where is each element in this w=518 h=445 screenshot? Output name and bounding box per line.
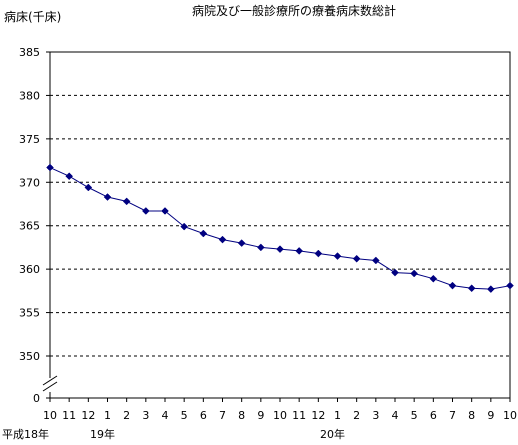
data-point bbox=[448, 281, 457, 290]
y-axis-label: 病床(千床) bbox=[4, 9, 61, 24]
data-point bbox=[410, 269, 419, 278]
data-point bbox=[122, 197, 131, 206]
y-tick-label: 375 bbox=[19, 133, 40, 146]
x-tick-label: 2 bbox=[353, 409, 360, 422]
y-tick-label: 365 bbox=[19, 220, 40, 233]
y-tick-label: 370 bbox=[19, 176, 40, 189]
data-point bbox=[84, 183, 93, 192]
y-tick-label: 385 bbox=[19, 46, 40, 59]
data-point bbox=[161, 207, 169, 215]
series-line bbox=[49, 167, 511, 290]
x-tick-label: 8 bbox=[238, 409, 245, 422]
x-tick-label: 1 bbox=[104, 409, 111, 422]
x-tick-label: 3 bbox=[372, 409, 379, 422]
x-tick-label: 11 bbox=[62, 409, 76, 422]
data-point bbox=[314, 249, 323, 258]
x-tick-label: 4 bbox=[162, 409, 169, 422]
axis-break-mark bbox=[42, 381, 58, 392]
data-point bbox=[333, 252, 342, 260]
data-point bbox=[218, 235, 227, 244]
data-point bbox=[429, 274, 438, 283]
data-point bbox=[295, 247, 304, 255]
data-point bbox=[180, 222, 189, 231]
data-point bbox=[141, 207, 150, 215]
year-label: 19年 bbox=[90, 427, 115, 441]
data-point bbox=[237, 239, 246, 247]
data-point bbox=[276, 245, 284, 254]
data-point bbox=[486, 285, 495, 293]
x-tick-label: 4 bbox=[392, 409, 399, 422]
x-tick-label: 1 bbox=[334, 409, 341, 422]
y-zero-label: 0 bbox=[33, 392, 40, 405]
x-tick-label: 7 bbox=[449, 409, 456, 422]
data-point bbox=[65, 172, 74, 181]
y-tick-label: 380 bbox=[19, 89, 40, 102]
x-tick-label: 7 bbox=[219, 409, 226, 422]
x-tick-label: 8 bbox=[468, 409, 475, 422]
y-tick-label: 350 bbox=[19, 350, 40, 363]
year-label: 20年 bbox=[320, 427, 345, 441]
x-tick-label: 9 bbox=[257, 409, 264, 422]
x-tick-label: 10 bbox=[273, 409, 287, 422]
y-tick-label: 355 bbox=[19, 307, 40, 320]
x-tick-label: 12 bbox=[81, 409, 95, 422]
data-point bbox=[199, 229, 208, 238]
x-tick-label: 10 bbox=[43, 409, 57, 422]
data-point bbox=[506, 281, 514, 290]
x-tick-label: 6 bbox=[200, 409, 207, 422]
data-point bbox=[467, 284, 476, 293]
chart-title: 病院及び一般診療所の療養病床数総計 bbox=[192, 3, 396, 18]
data-point bbox=[46, 163, 54, 172]
year-label: 平成18年 bbox=[2, 427, 49, 441]
data-point bbox=[103, 193, 112, 201]
data-point bbox=[371, 256, 380, 265]
y-tick-label: 360 bbox=[19, 263, 40, 276]
data-point bbox=[352, 254, 361, 263]
plot-frame bbox=[49, 51, 511, 399]
x-tick-label: 10 bbox=[503, 409, 517, 422]
x-tick-label: 5 bbox=[181, 409, 188, 422]
axis-break-mark bbox=[42, 375, 58, 386]
x-tick-label: 9 bbox=[487, 409, 494, 422]
x-tick-label: 12 bbox=[311, 409, 325, 422]
data-point bbox=[256, 243, 265, 252]
x-tick-label: 3 bbox=[142, 409, 149, 422]
x-tick-label: 11 bbox=[292, 409, 306, 422]
x-tick-label: 6 bbox=[430, 409, 437, 422]
data-point bbox=[391, 268, 399, 277]
x-tick-label: 5 bbox=[411, 409, 418, 422]
x-tick-label: 2 bbox=[123, 409, 130, 422]
